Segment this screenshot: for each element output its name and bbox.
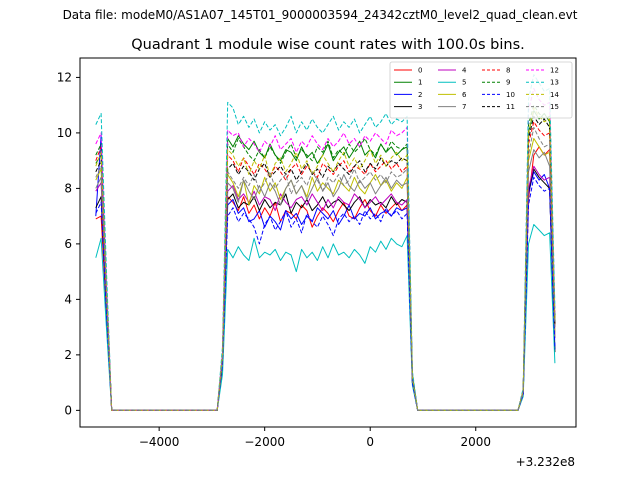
legend-label-7: 7 — [462, 103, 466, 111]
series-line-7 — [95, 149, 556, 411]
series-line-11 — [95, 115, 556, 411]
legend-label-9: 9 — [506, 79, 510, 87]
legend-box — [389, 61, 573, 119]
x-axis: −4000 −2000 0 2000 — [139, 427, 491, 449]
series-line-10 — [95, 176, 556, 411]
y-tick-label: 10 — [57, 126, 72, 140]
series-line-2 — [95, 135, 556, 411]
y-tick-label: 6 — [64, 237, 72, 251]
legend-label-1: 1 — [418, 79, 422, 87]
chart-title: Quadrant 1 module wise count rates with … — [131, 37, 525, 53]
y-tick-label: 2 — [64, 348, 72, 362]
legend-label-8: 8 — [506, 67, 510, 75]
x-axis-offset-label: +3.232e8 — [516, 455, 575, 469]
legend-label-10: 10 — [506, 91, 515, 99]
y-axis: 0 2 4 6 8 10 12 — [57, 70, 80, 417]
series-layer — [95, 74, 556, 411]
axes-frame — [79, 57, 577, 428]
series-line-13 — [95, 74, 556, 411]
y-tick-label: 4 — [64, 292, 72, 306]
y-tick-label: 8 — [64, 181, 72, 195]
legend-label-5: 5 — [462, 79, 466, 87]
legend-label-4: 4 — [462, 67, 467, 75]
legend-label-14: 14 — [550, 91, 559, 99]
series-line-8 — [95, 121, 556, 411]
series-line-1 — [95, 110, 556, 411]
legend-label-3: 3 — [418, 103, 422, 111]
x-tick-label: −2000 — [244, 435, 285, 449]
x-tick-label: −4000 — [139, 435, 180, 449]
series-line-5 — [95, 224, 556, 411]
legend-label-2: 2 — [418, 91, 422, 99]
series-line-14 — [95, 107, 556, 411]
series-line-6 — [95, 138, 556, 411]
series-line-9 — [95, 104, 556, 411]
legend-label-13: 13 — [550, 79, 559, 87]
legend-label-0: 0 — [418, 67, 422, 75]
y-tick-label: 12 — [57, 70, 72, 84]
legend-label-6: 6 — [462, 91, 467, 99]
chart-suptitle: Data file: modeM0/AS1A07_145T01_90000035… — [63, 8, 578, 22]
y-tick-label: 0 — [64, 403, 72, 417]
x-tick-label: 2000 — [460, 435, 491, 449]
legend-label-15: 15 — [550, 103, 559, 111]
series-line-12 — [95, 88, 556, 411]
x-tick-label: 0 — [366, 435, 374, 449]
legend-label-11: 11 — [506, 103, 515, 111]
legend-label-12: 12 — [550, 67, 559, 75]
series-line-15 — [95, 126, 556, 411]
